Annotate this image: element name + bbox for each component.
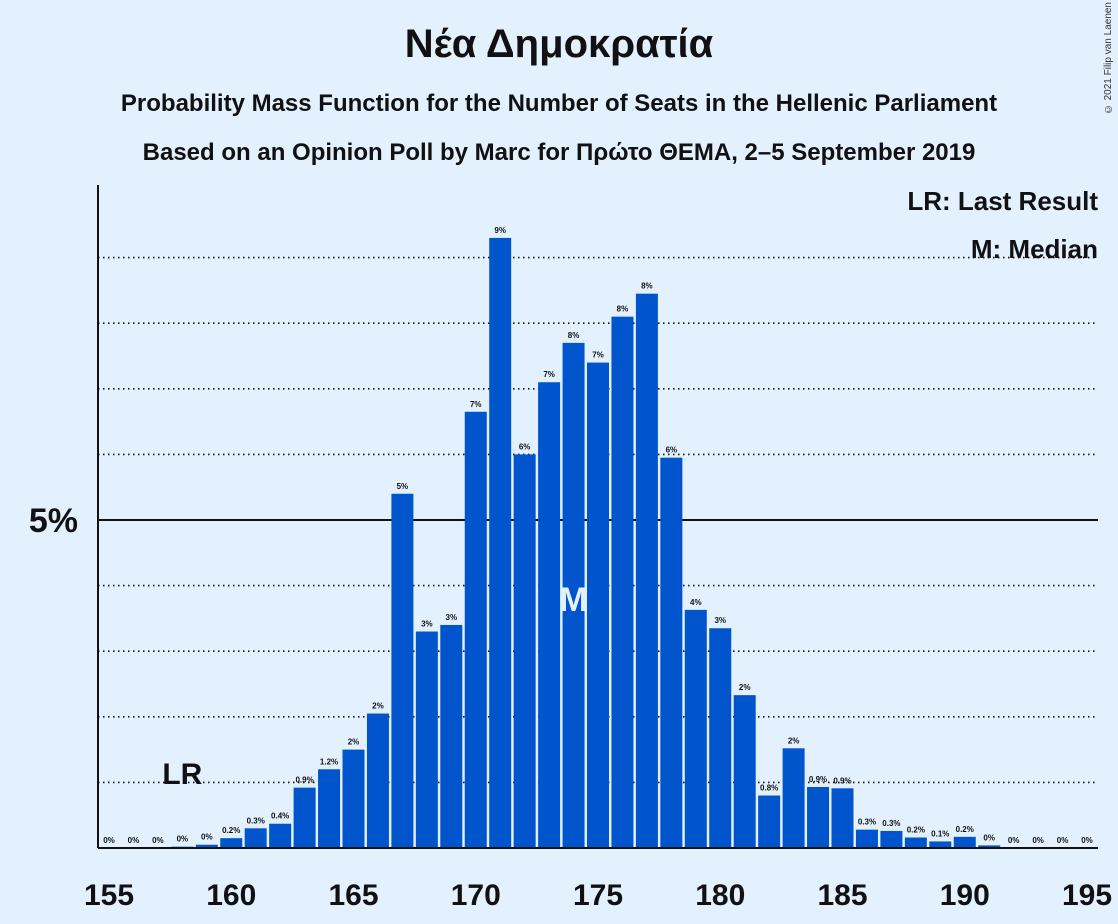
bar-165 <box>342 749 365 848</box>
bar-184 <box>807 786 830 848</box>
bar-182 <box>758 795 781 848</box>
bar-174 <box>562 342 585 848</box>
bar-187 <box>880 830 903 848</box>
bar-label-185: 0.9% <box>833 776 851 785</box>
bar-label-169: 3% <box>446 613 458 622</box>
bar-label-170: 7% <box>470 400 482 409</box>
bar-label-173: 7% <box>543 370 555 379</box>
bar-label-167: 5% <box>397 482 409 491</box>
bar-label-161: 0.3% <box>247 816 265 825</box>
x-tick-label-155: 155 <box>84 879 134 912</box>
bar-164 <box>318 769 341 848</box>
bar-label-178: 6% <box>666 446 678 455</box>
bar-167 <box>391 493 414 848</box>
chart-subtitle-1: Probability Mass Function for the Number… <box>120 90 998 117</box>
bar-159 <box>195 844 218 848</box>
median-marker: M <box>559 581 587 619</box>
bar-label-162: 0.4% <box>271 812 289 821</box>
x-tick-label-170: 170 <box>451 879 501 912</box>
bar-191 <box>978 845 1001 848</box>
bar-185 <box>831 788 854 848</box>
bar-170 <box>464 411 487 848</box>
bar-label-183: 2% <box>788 736 800 745</box>
x-tick-label-190: 190 <box>940 879 990 912</box>
bar-189 <box>929 841 952 848</box>
y-tick-label: 5% <box>29 502 78 540</box>
x-tick-label-195: 195 <box>1062 879 1112 912</box>
bar-label-156: 0% <box>128 836 140 845</box>
bar-label-158: 0% <box>177 835 189 844</box>
bar-label-180: 3% <box>714 616 726 625</box>
bar-label-194: 0% <box>1057 836 1069 845</box>
x-tick-label-160: 160 <box>206 879 256 912</box>
bar-162 <box>269 823 292 848</box>
chart-subtitle-2: Based on an Opinion Poll by Marc for Πρώ… <box>142 139 976 166</box>
bar-label-188: 0.2% <box>907 826 925 835</box>
bar-181 <box>733 695 756 848</box>
last-result-marker: LR <box>162 758 202 791</box>
bar-171 <box>489 237 512 849</box>
bar-label-171: 9% <box>494 226 506 235</box>
bar-183 <box>782 748 805 848</box>
bar-178 <box>660 457 683 848</box>
bar-label-189: 0.1% <box>931 829 949 838</box>
bar-188 <box>904 837 927 848</box>
bar-180 <box>709 628 732 848</box>
bar-label-174: 8% <box>568 331 580 340</box>
bar-161 <box>244 828 267 848</box>
bar-label-179: 4% <box>690 598 702 607</box>
x-tick-label-175: 175 <box>573 879 623 912</box>
bar-label-164: 1.2% <box>320 757 338 766</box>
bar-label-191: 0% <box>983 833 995 842</box>
bar-label-182: 0.8% <box>760 784 778 793</box>
legend-median: M: Median <box>970 234 1098 264</box>
bar-label-168: 3% <box>421 620 433 629</box>
bar-168 <box>415 631 438 848</box>
bar-176 <box>611 316 634 848</box>
bar-label-190: 0.2% <box>956 825 974 834</box>
bar-177 <box>635 293 658 848</box>
bar-label-184: 0.9% <box>809 775 827 784</box>
bar-label-172: 6% <box>519 442 531 451</box>
bar-label-160: 0.2% <box>222 826 240 835</box>
x-tick-label-180: 180 <box>695 879 745 912</box>
bar-label-159: 0% <box>201 833 213 842</box>
bar-160 <box>220 838 243 848</box>
bar-172 <box>513 454 536 848</box>
bar-label-163: 0.9% <box>295 776 313 785</box>
bar-label-177: 8% <box>641 282 653 291</box>
bar-label-165: 2% <box>348 738 360 747</box>
legend-last-result: LR: Last Result <box>907 186 1098 216</box>
bar-173 <box>538 382 561 848</box>
x-tick-label-165: 165 <box>328 879 378 912</box>
bar-186 <box>855 829 878 848</box>
x-tick-label-185: 185 <box>817 879 867 912</box>
bar-label-186: 0.3% <box>858 818 876 827</box>
bar-179 <box>684 609 707 848</box>
bar-label-187: 0.3% <box>882 819 900 828</box>
bar-label-166: 2% <box>372 702 384 711</box>
bar-label-155: 0% <box>103 836 115 845</box>
bar-label-181: 2% <box>739 683 751 692</box>
bar-label-193: 0% <box>1032 836 1044 845</box>
bar-label-157: 0% <box>152 836 164 845</box>
bar-175 <box>587 362 609 848</box>
bar-190 <box>953 836 976 848</box>
bar-163 <box>293 787 316 848</box>
bar-label-175: 7% <box>592 351 604 360</box>
bar-label-195: 0% <box>1081 836 1093 845</box>
bar-label-176: 8% <box>617 305 629 314</box>
bar-label-192: 0% <box>1008 836 1020 845</box>
bar-166 <box>366 713 389 848</box>
chart-title: Νέα Δημοκρατία <box>404 22 714 66</box>
bar-169 <box>440 624 463 848</box>
